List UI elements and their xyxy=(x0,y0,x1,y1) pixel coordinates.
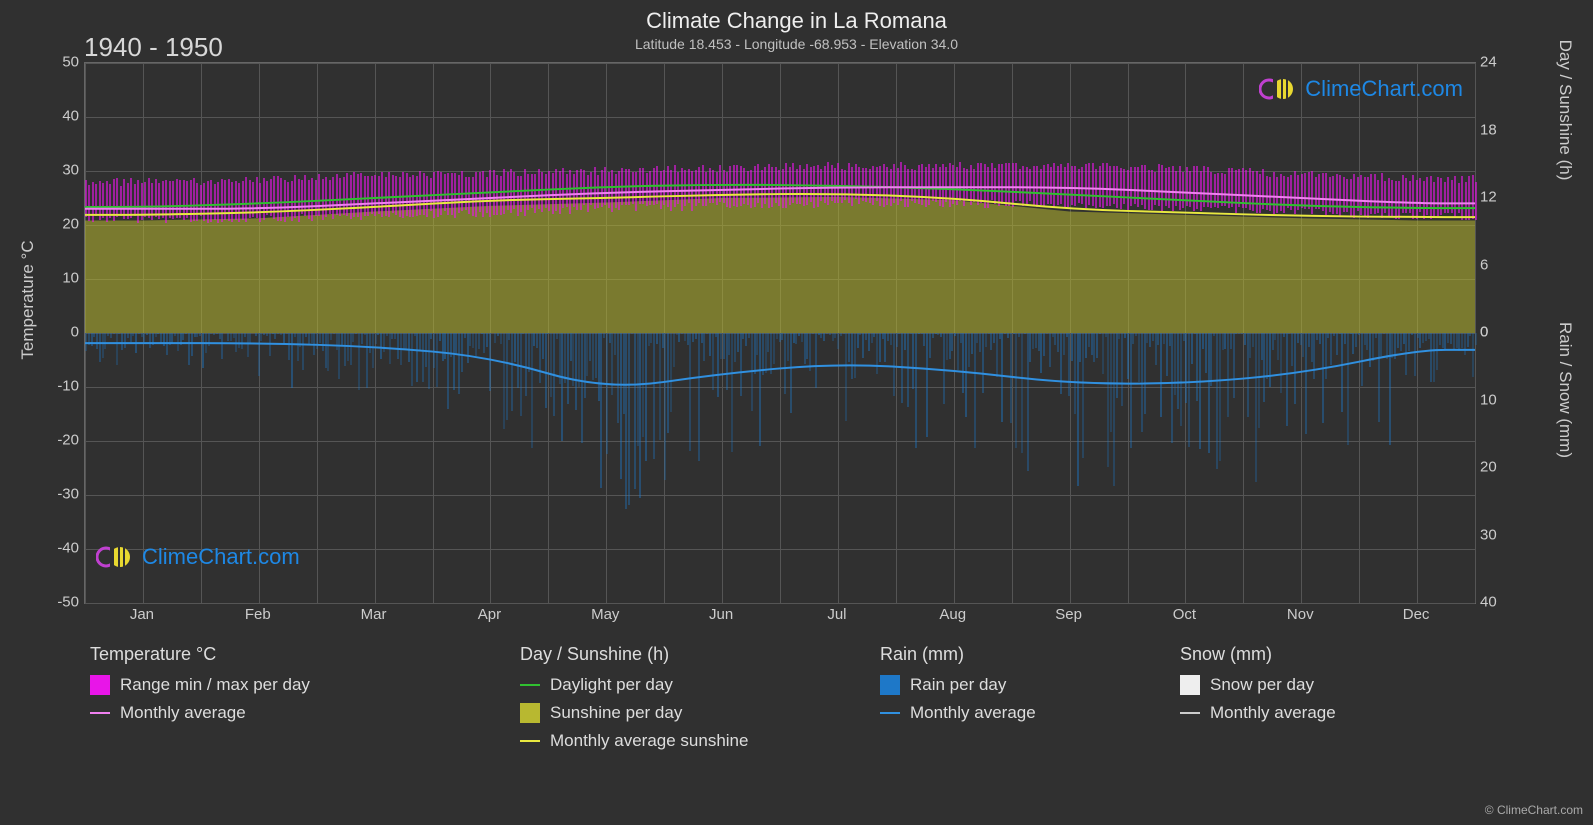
legend-item: Snow per day xyxy=(1180,675,1500,695)
gridline-h xyxy=(85,603,1475,604)
ytick-left: -50 xyxy=(9,594,79,611)
ytick-left: 50 xyxy=(9,54,79,71)
chart-subtitle: Latitude 18.453 - Longitude -68.953 - El… xyxy=(0,36,1593,52)
legend-title: Snow (mm) xyxy=(1180,644,1500,665)
logo-icon xyxy=(96,542,136,572)
xtick-month: Sep xyxy=(1039,606,1099,623)
watermark-top: ClimeChart.com xyxy=(1259,74,1463,104)
ytick-right-bot: 40 xyxy=(1480,594,1530,611)
legend-line-icon xyxy=(880,712,900,714)
legend-section: Rain (mm) Rain per day Monthly average xyxy=(880,644,1200,731)
xtick-month: Mar xyxy=(344,606,404,623)
ytick-right-top: 6 xyxy=(1480,256,1530,273)
legend-label: Monthly average xyxy=(120,703,246,723)
ytick-right-bot: 10 xyxy=(1480,391,1530,408)
legend-line-icon xyxy=(1180,712,1200,714)
legend-label: Monthly average xyxy=(910,703,1036,723)
legend-section: Temperature °C Range min / max per day Mon… xyxy=(90,644,410,731)
legend-line-icon xyxy=(520,684,540,686)
legend-item: Daylight per day xyxy=(520,675,840,695)
xtick-month: May xyxy=(575,606,635,623)
xtick-month: Jun xyxy=(691,606,751,623)
legend-swatch-icon xyxy=(1180,675,1200,695)
legend-label: Rain per day xyxy=(910,675,1006,695)
legend-line-icon xyxy=(90,712,110,714)
legend-label: Daylight per day xyxy=(550,675,673,695)
plot-area xyxy=(84,62,1476,604)
xtick-month: Dec xyxy=(1386,606,1446,623)
y-axis-right-bot-label: Rain / Snow (mm) xyxy=(1555,322,1575,458)
legend-label: Snow per day xyxy=(1210,675,1314,695)
legend-title: Day / Sunshine (h) xyxy=(520,644,840,665)
copyright-text: © ClimeChart.com xyxy=(1485,803,1583,817)
legend-item: Monthly average xyxy=(880,703,1200,723)
xtick-month: Jul xyxy=(807,606,867,623)
xtick-month: Oct xyxy=(1154,606,1214,623)
legend-item: Sunshine per day xyxy=(520,703,840,723)
legend-section: Day / Sunshine (h) Daylight per day Sunshi… xyxy=(520,644,840,759)
legend-item: Monthly average xyxy=(1180,703,1500,723)
ytick-right-bot: 0 xyxy=(1480,324,1530,341)
xtick-month: Feb xyxy=(228,606,288,623)
legend-label: Sunshine per day xyxy=(550,703,682,723)
y-axis-right-top-label: Day / Sunshine (h) xyxy=(1555,40,1575,181)
climate-chart: Climate Change in La Romana Latitude 18.… xyxy=(0,0,1593,825)
legend-line-icon xyxy=(520,740,540,742)
watermark-bottom: ClimeChart.com xyxy=(96,542,300,572)
xtick-month: Apr xyxy=(459,606,519,623)
watermark-text: ClimeChart.com xyxy=(142,544,300,570)
ytick-left: 30 xyxy=(9,162,79,179)
legend-item: Range min / max per day xyxy=(90,675,410,695)
legend-item: Monthly average sunshine xyxy=(520,731,840,751)
year-range-label: 1940 - 1950 xyxy=(84,32,223,63)
ytick-left: -40 xyxy=(9,540,79,557)
ytick-right-top: 18 xyxy=(1480,121,1530,138)
ytick-left: 10 xyxy=(9,270,79,287)
ytick-left: 20 xyxy=(9,216,79,233)
chart-title: Climate Change in La Romana xyxy=(0,8,1593,34)
legend-swatch-icon xyxy=(520,703,540,723)
rain-avg-line xyxy=(85,63,1475,603)
watermark-text: ClimeChart.com xyxy=(1305,76,1463,102)
ytick-left: -20 xyxy=(9,432,79,449)
ytick-left: 0 xyxy=(9,324,79,341)
legend-label: Range min / max per day xyxy=(120,675,310,695)
legend-swatch-icon xyxy=(90,675,110,695)
y-axis-left-label: Temperature °C xyxy=(18,240,38,359)
ytick-left: -30 xyxy=(9,486,79,503)
xtick-month: Nov xyxy=(1270,606,1330,623)
legend-title: Temperature °C xyxy=(90,644,410,665)
legend-label: Monthly average sunshine xyxy=(550,731,748,751)
legend-item: Rain per day xyxy=(880,675,1200,695)
ytick-left: 40 xyxy=(9,108,79,125)
xtick-month: Aug xyxy=(923,606,983,623)
ytick-right-bot: 20 xyxy=(1480,459,1530,476)
xtick-month: Jan xyxy=(112,606,172,623)
legend-swatch-icon xyxy=(880,675,900,695)
legend-title: Rain (mm) xyxy=(880,644,1200,665)
logo-icon xyxy=(1259,74,1299,104)
ytick-left: -10 xyxy=(9,378,79,395)
ytick-right-top: 24 xyxy=(1480,54,1530,71)
ytick-right-bot: 30 xyxy=(1480,526,1530,543)
ytick-right-top: 12 xyxy=(1480,189,1530,206)
legend-item: Monthly average xyxy=(90,703,410,723)
legend-label: Monthly average xyxy=(1210,703,1336,723)
legend-section: Snow (mm) Snow per day Monthly average xyxy=(1180,644,1500,731)
